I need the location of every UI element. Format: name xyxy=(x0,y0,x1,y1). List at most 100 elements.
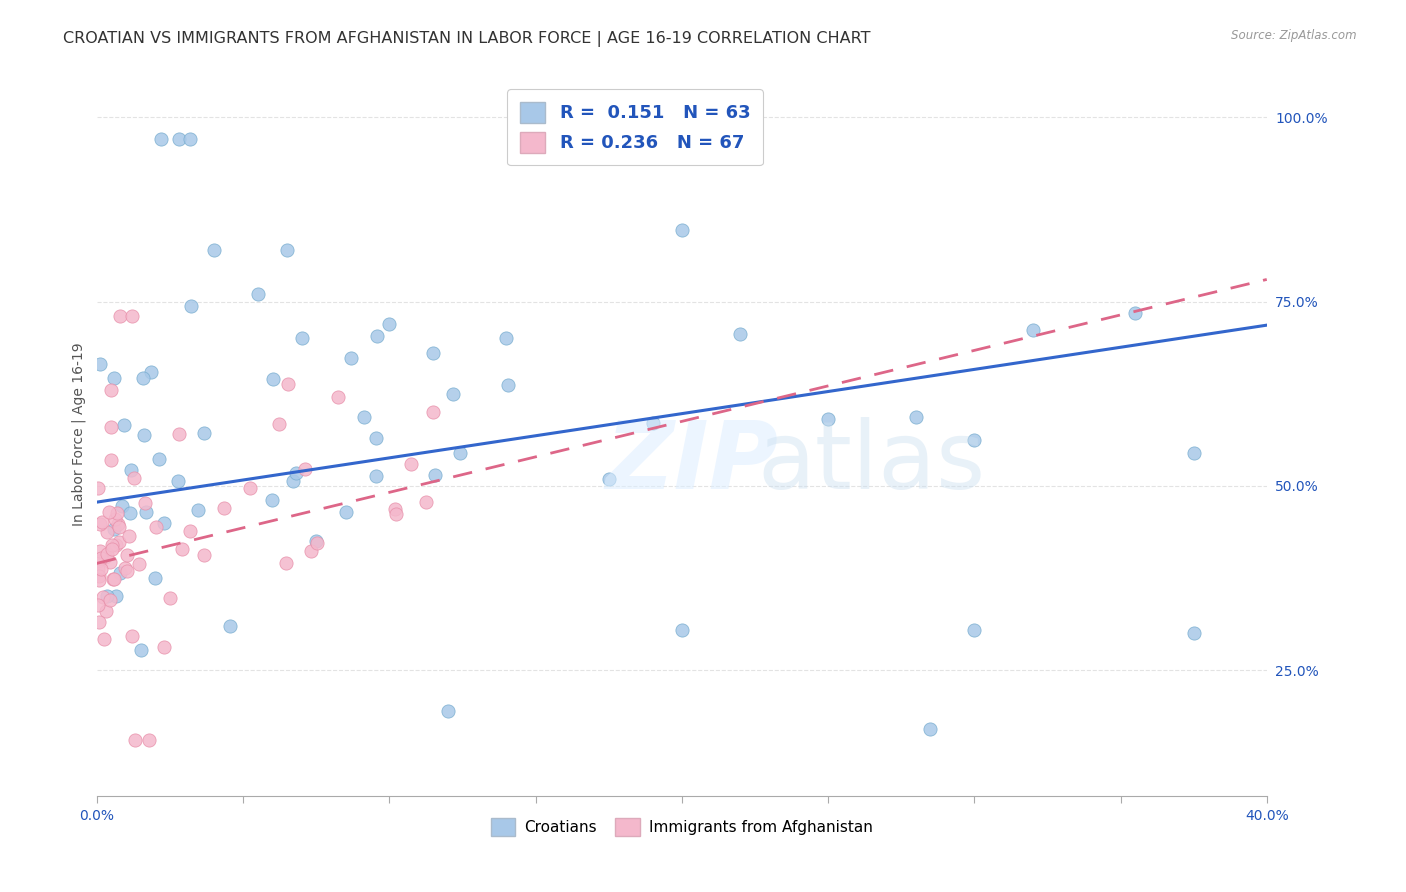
Point xyxy=(112,418,135,433)
Text: atlas: atlas xyxy=(758,417,986,509)
Point xyxy=(920,723,942,737)
Point xyxy=(167,132,190,146)
Point xyxy=(91,515,114,529)
Point xyxy=(90,562,112,576)
Point xyxy=(100,453,122,467)
Point xyxy=(108,519,131,533)
Point xyxy=(1182,626,1205,640)
Text: Source: ZipAtlas.com: Source: ZipAtlas.com xyxy=(1232,29,1357,42)
Text: ZIP: ZIP xyxy=(606,417,779,509)
Point xyxy=(118,529,141,543)
Point xyxy=(132,371,155,385)
Point xyxy=(94,604,117,618)
Point xyxy=(166,474,188,488)
Point xyxy=(103,370,125,384)
Point xyxy=(212,500,235,515)
Point xyxy=(202,243,225,257)
Y-axis label: In Labor Force | Age 16-19: In Labor Force | Age 16-19 xyxy=(72,343,86,526)
Point xyxy=(399,457,422,471)
Point xyxy=(904,409,927,424)
Point xyxy=(87,481,110,495)
Point xyxy=(129,643,152,657)
Point xyxy=(150,132,173,146)
Point xyxy=(671,223,693,237)
Point xyxy=(495,331,517,345)
Point xyxy=(87,599,110,613)
Point xyxy=(96,589,118,603)
Point xyxy=(107,517,129,532)
Point xyxy=(340,351,363,366)
Point xyxy=(122,471,145,485)
Point xyxy=(305,535,328,549)
Point xyxy=(120,463,142,477)
Point xyxy=(274,556,297,570)
Point xyxy=(138,733,160,747)
Point xyxy=(96,524,118,539)
Point xyxy=(115,548,138,562)
Point xyxy=(299,543,322,558)
Point xyxy=(422,405,444,419)
Point xyxy=(145,520,167,534)
Point xyxy=(284,466,307,480)
Point xyxy=(103,572,125,586)
Point xyxy=(148,452,170,467)
Point xyxy=(353,410,375,425)
Point xyxy=(89,615,111,629)
Point xyxy=(443,387,465,401)
Point xyxy=(143,572,166,586)
Point xyxy=(89,569,111,583)
Point xyxy=(87,554,110,568)
Point xyxy=(120,506,142,520)
Point xyxy=(97,505,120,519)
Point xyxy=(1123,306,1146,320)
Point xyxy=(415,494,437,508)
Point xyxy=(366,328,388,343)
Point xyxy=(108,535,131,549)
Point xyxy=(159,591,181,605)
Point xyxy=(124,733,146,747)
Point xyxy=(335,505,357,519)
Point xyxy=(152,640,174,654)
Point xyxy=(496,378,519,392)
Point xyxy=(1182,446,1205,460)
Point xyxy=(93,590,115,604)
Point xyxy=(104,538,127,552)
Legend: R =  0.151   N = 63, R = 0.236   N = 67: R = 0.151 N = 63, R = 0.236 N = 67 xyxy=(508,89,763,165)
Point xyxy=(134,496,156,510)
Point xyxy=(239,481,262,495)
Point xyxy=(104,512,127,526)
Point xyxy=(104,589,127,603)
Point xyxy=(98,593,121,607)
Point xyxy=(276,243,298,257)
Point xyxy=(246,287,269,301)
Point xyxy=(110,310,132,324)
Point xyxy=(378,317,401,331)
Point xyxy=(89,357,111,371)
Point xyxy=(100,555,122,569)
Point xyxy=(817,412,839,426)
Point xyxy=(128,557,150,571)
Point xyxy=(87,573,110,587)
Point xyxy=(384,507,406,521)
Point xyxy=(641,416,664,430)
Point xyxy=(87,562,110,576)
Point xyxy=(139,366,162,380)
Point xyxy=(167,427,190,442)
Point xyxy=(96,547,118,561)
Point xyxy=(384,502,406,516)
Point xyxy=(364,468,387,483)
Point xyxy=(105,506,128,520)
Point xyxy=(598,472,620,486)
Point xyxy=(1022,323,1045,337)
Point xyxy=(449,446,471,460)
Point xyxy=(422,346,444,360)
Point xyxy=(103,522,125,536)
Point xyxy=(101,542,124,557)
Point xyxy=(364,431,387,445)
Point xyxy=(153,516,176,530)
Point xyxy=(425,468,447,483)
Point xyxy=(262,492,284,507)
Point xyxy=(305,534,328,549)
Point xyxy=(115,564,138,578)
Point xyxy=(262,372,284,386)
